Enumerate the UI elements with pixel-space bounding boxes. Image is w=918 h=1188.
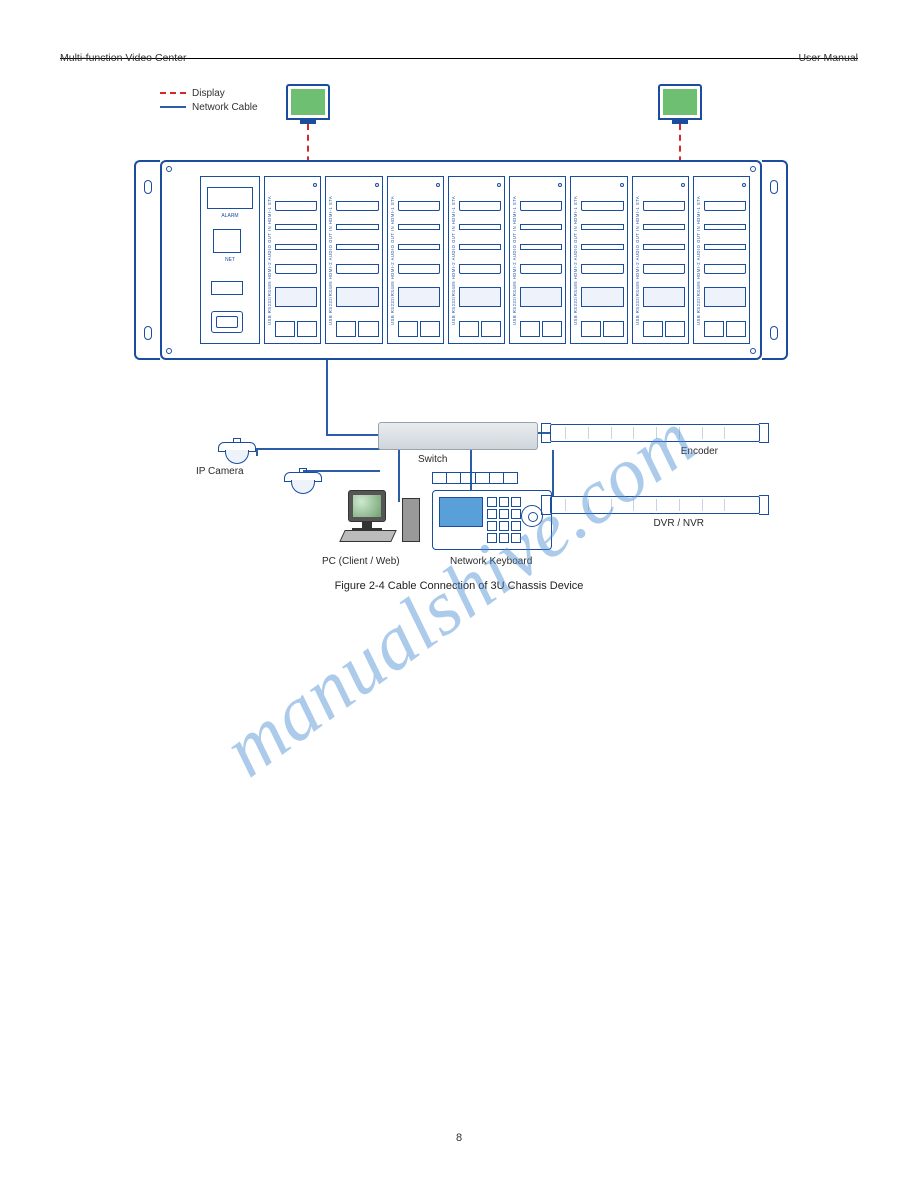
decode-slot: USB RS232/RS485 HDMI-2 AUDIO OUT IN HDMI…	[509, 176, 566, 344]
rs485-port	[275, 287, 317, 307]
patch-panel-icon	[432, 472, 518, 484]
dome-camera-icon	[284, 468, 322, 494]
page-number: 8	[0, 1132, 918, 1144]
hdmi-port	[275, 201, 317, 211]
label-pc: PC (Client / Web)	[322, 556, 400, 567]
rack-ear	[762, 160, 788, 360]
network-cable	[470, 450, 472, 490]
decode-slot: USB RS232/RS485 HDMI-2 AUDIO OUT IN HDMI…	[448, 176, 505, 344]
label-camera: IP Camera	[196, 466, 244, 477]
decode-slot: USB RS232/RS485 HDMI-2 AUDIO OUT IN HDMI…	[264, 176, 321, 344]
legend-swatch-network	[160, 106, 186, 108]
network-cable	[326, 360, 328, 436]
decode-slot: USB RS232/RS485 HDMI-2 AUDIO OUT IN HDMI…	[570, 176, 627, 344]
slot-port-labels: USB RS232/RS485 HDMI-2 AUDIO OUT IN HDMI…	[267, 181, 273, 339]
network-switch-icon	[378, 422, 538, 450]
label-dvr: DVR / NVR	[653, 518, 704, 529]
label-encoder: Encoder	[681, 446, 718, 457]
header-left: Multi-function Video Center	[60, 52, 186, 64]
page-header: Multi-function Video Center User Manual	[60, 52, 858, 64]
decode-slot: USB RS232/RS485 HDMI-2 AUDIO OUT IN HDMI…	[325, 176, 382, 344]
network-keyboard-icon	[432, 490, 552, 550]
network-cable	[256, 448, 380, 450]
figure-caption: Figure 2-4 Cable Connection of 3U Chassi…	[0, 580, 918, 592]
monitor-icon	[286, 84, 330, 120]
psu-module: ALARM NET	[200, 176, 260, 344]
pc-icon	[342, 490, 402, 548]
dome-camera-icon	[218, 438, 256, 464]
chassis-3u: ALARM NET USB RS232/RS485 HDMI-2 AUDIO O…	[160, 160, 762, 360]
header-right: User Manual	[798, 52, 858, 64]
power-inlet-icon	[211, 311, 243, 333]
label-switch: Switch	[418, 454, 447, 465]
decode-slot: USB RS232/RS485 HDMI-2 AUDIO OUT IN HDMI…	[632, 176, 689, 344]
legend-swatch-display	[160, 92, 186, 94]
decode-slot: USB RS232/RS485 HDMI-2 AUDIO OUT IN HDMI…	[693, 176, 750, 344]
net-port	[213, 229, 241, 253]
legend-label-display: Display	[192, 88, 225, 99]
alarm-label: ALARM	[201, 213, 259, 219]
network-cable	[326, 434, 380, 436]
encoder-icon	[550, 424, 760, 442]
dvr-icon	[550, 496, 760, 514]
label-keyboard: Network Keyboard	[450, 556, 532, 567]
power-switch	[211, 281, 243, 295]
monitor-icon	[658, 84, 702, 120]
alarm-port	[207, 187, 253, 209]
rack-ear	[134, 160, 160, 360]
network-cable	[256, 448, 258, 456]
net-label: NET	[201, 257, 259, 263]
decode-slot: USB RS232/RS485 HDMI-2 AUDIO OUT IN HDMI…	[387, 176, 444, 344]
legend-label-network: Network Cable	[192, 102, 258, 113]
legend: Display Network Cable	[160, 86, 258, 114]
